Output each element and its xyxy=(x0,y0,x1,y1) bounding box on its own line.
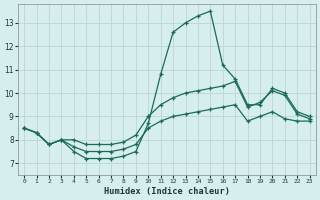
X-axis label: Humidex (Indice chaleur): Humidex (Indice chaleur) xyxy=(104,187,230,196)
